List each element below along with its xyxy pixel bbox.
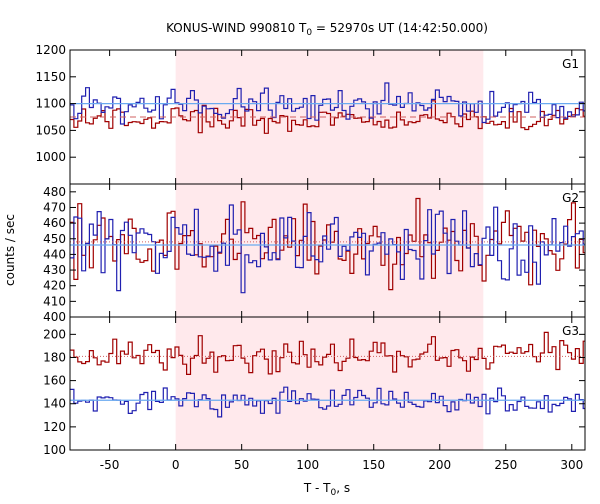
g1-ytick-label: 1200 — [35, 43, 66, 57]
xtick-label: 100 — [296, 458, 319, 472]
xtick-label: 250 — [494, 458, 517, 472]
g3-ytick-label: 120 — [43, 420, 66, 434]
g2-ytick-label: 410 — [43, 294, 66, 308]
g3-blue-series — [70, 386, 585, 418]
g2-ytick-label: 460 — [43, 216, 66, 230]
g3-ytick-label: 100 — [43, 443, 66, 457]
g2-ytick-label: 430 — [43, 263, 66, 277]
g1-panel-label: G1 — [562, 57, 579, 71]
xtick-label: 150 — [362, 458, 385, 472]
y-axis-label: counts / sec — [3, 214, 17, 286]
g1-blue-series — [70, 82, 585, 125]
g1-ytick-label: 1100 — [35, 97, 66, 111]
x-axis-label: T - T0, s — [303, 481, 350, 498]
g2-ytick-label: 470 — [43, 200, 66, 214]
g2-ytick-label: 400 — [43, 310, 66, 324]
g1-ytick-label: 1000 — [35, 150, 66, 164]
g2-ytick-label: 450 — [43, 232, 66, 246]
xtick-label: 300 — [560, 458, 583, 472]
g3-panel-label: G3 — [562, 324, 579, 338]
xtick-label: 0 — [172, 458, 180, 472]
g2-ytick-label: 420 — [43, 279, 66, 293]
g3-ytick-label: 200 — [43, 327, 66, 341]
g3-panel-frame — [69, 316, 586, 451]
xtick-label: 200 — [428, 458, 451, 472]
chart-title: KONUS-WIND 990810 T0 = 52970s UT (14:42:… — [166, 21, 488, 38]
g2-ytick-label: 480 — [43, 185, 66, 199]
g1-ytick-label: 1150 — [35, 70, 66, 84]
g3-red-series — [70, 331, 585, 375]
g3-ytick-label: 160 — [43, 374, 66, 388]
g2-blue-series — [70, 204, 585, 294]
g2-ytick-label: 440 — [43, 247, 66, 261]
g3-ytick-label: 140 — [43, 397, 66, 411]
g2-panel-label: G2 — [562, 191, 579, 205]
g1-ytick-label: 1050 — [35, 123, 66, 137]
g3-ytick-label: 180 — [43, 350, 66, 364]
xtick-label: -50 — [100, 458, 120, 472]
g1-red-series — [70, 100, 585, 134]
xtick-label: 50 — [234, 458, 249, 472]
